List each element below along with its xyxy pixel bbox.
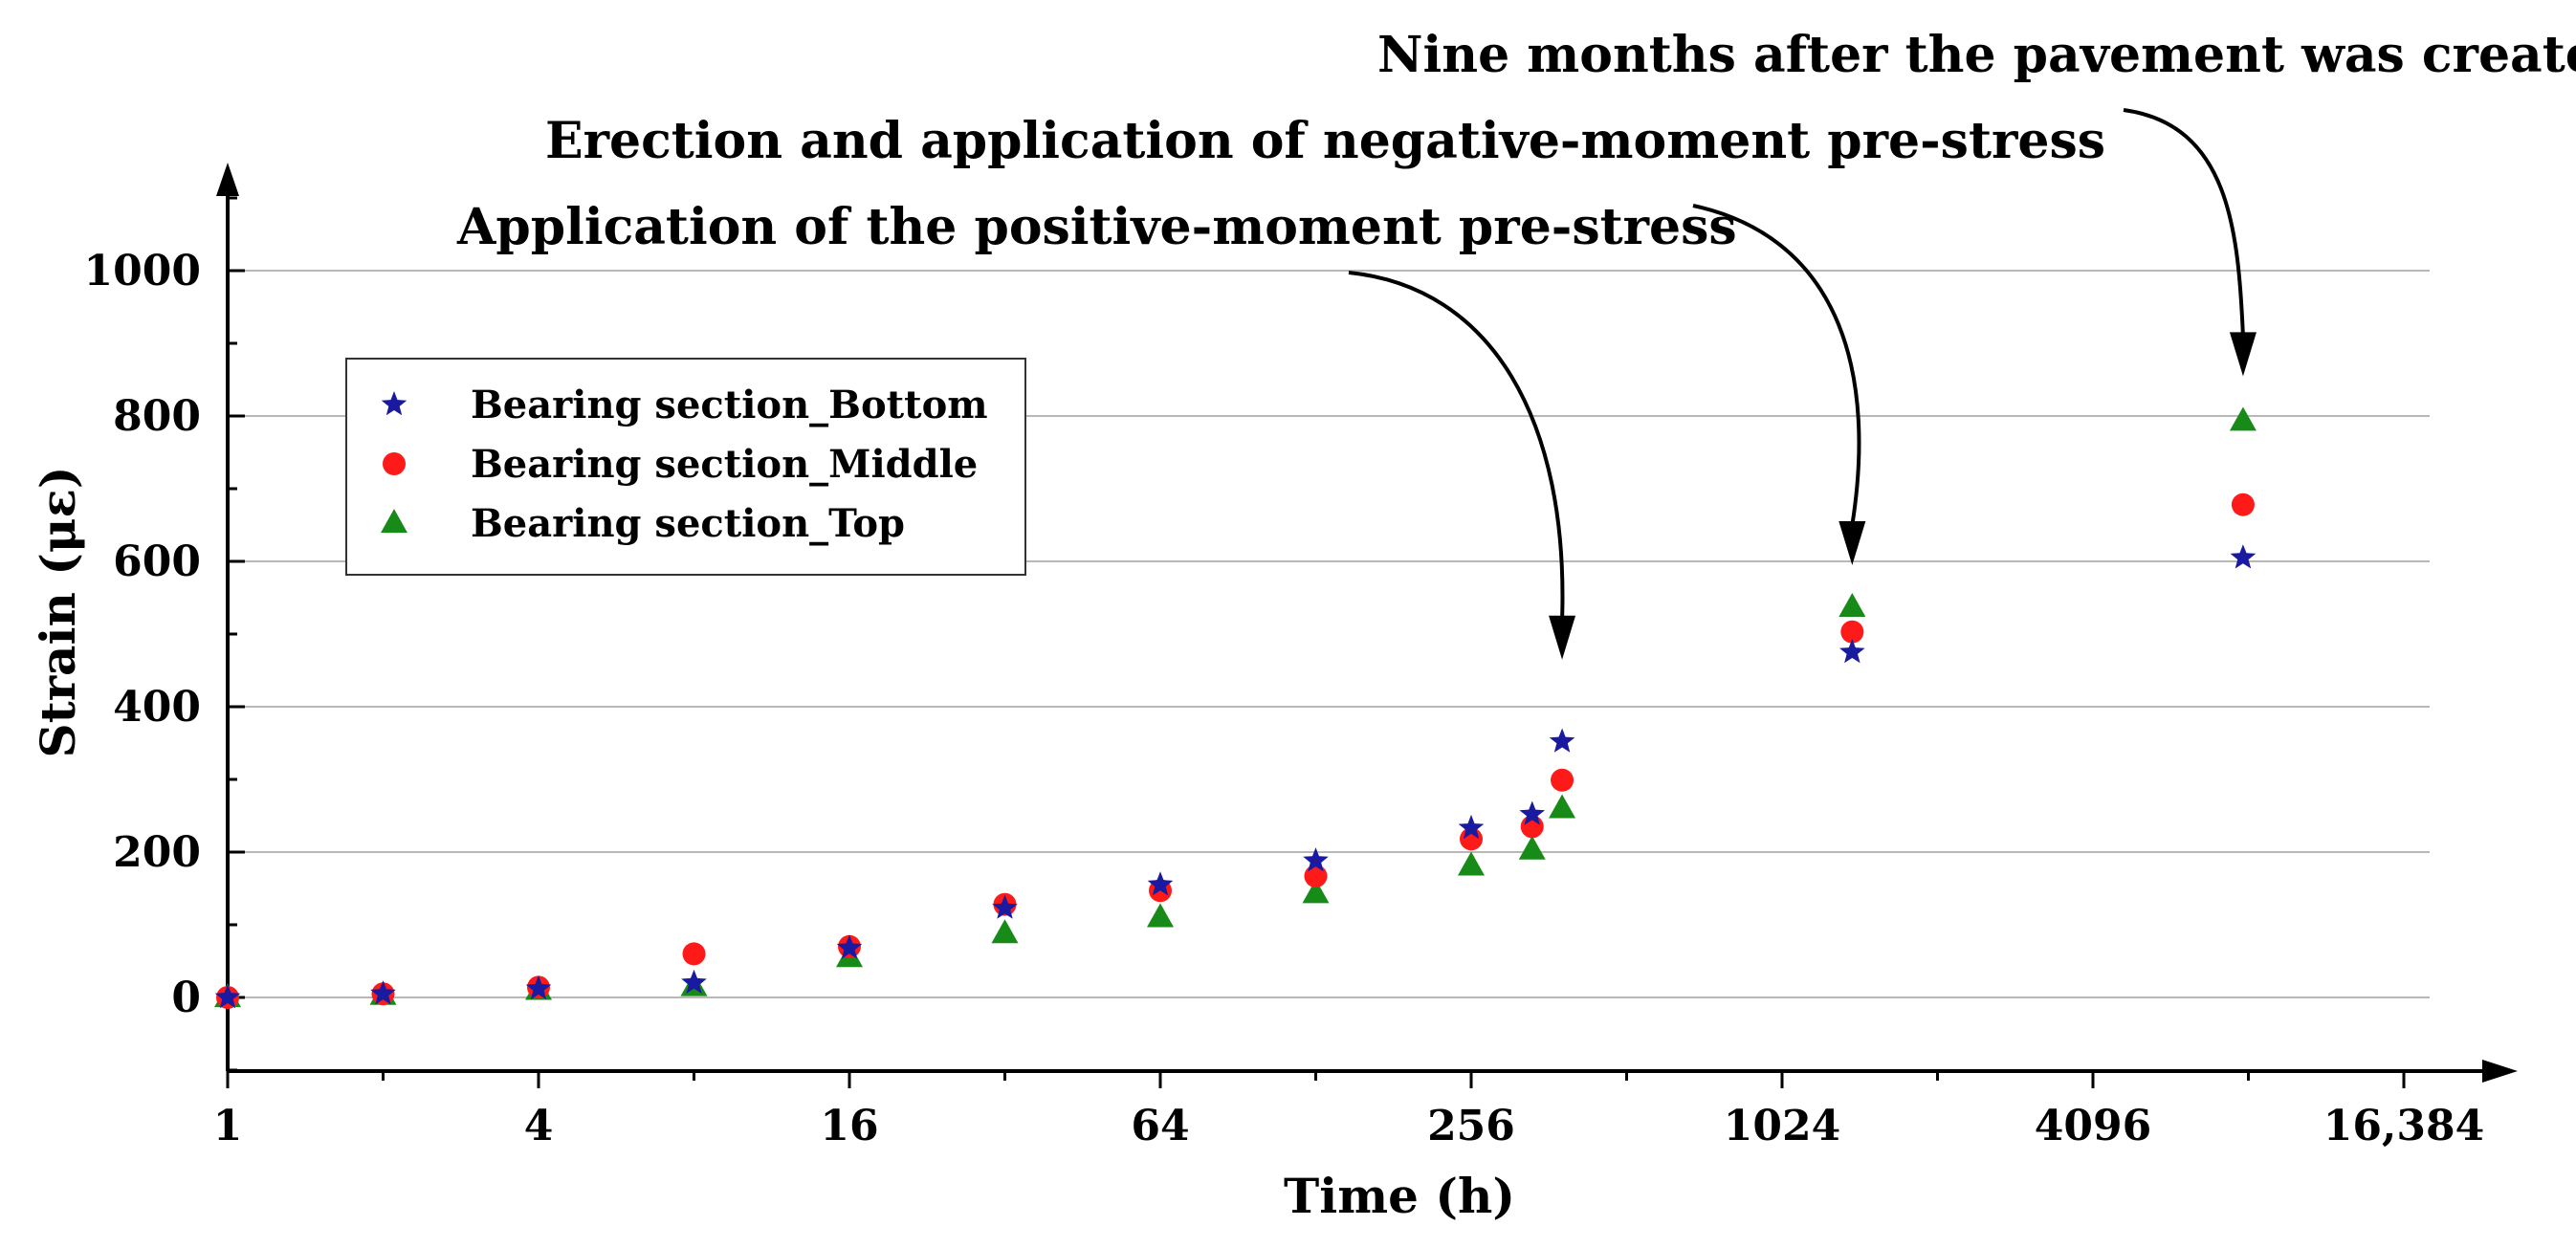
legend-label: Bearing section_Top [471,501,905,546]
data-point [1518,835,1546,860]
data-point [1839,639,1865,664]
data-point [1549,728,1575,753]
data-points [214,406,2257,1009]
data-point [370,980,396,1005]
y-tick-label: 400 [113,683,201,732]
data-point [1304,865,1328,888]
data-point [992,894,1018,919]
annotation-arrowhead [2229,332,2257,377]
annotation-text: Erection and application of negative-mom… [545,112,2105,170]
annotation-text: Nine months after the pavement was creat… [1377,26,2576,84]
annotation-text: Application of the positive-moment pre-s… [456,198,1737,256]
data-point [681,969,707,995]
data-point [2230,544,2257,569]
x-axis-title: Time (h) [1284,1168,1515,1224]
legend: Bearing section_Bottom Bearing section_Mi… [345,358,1026,576]
data-point [214,984,241,1009]
annotation-arrow [2123,108,2245,337]
data-point [836,934,863,959]
y-tick-label: 600 [113,537,201,586]
axes [216,163,2518,1088]
x-axis-arrow [2482,1060,2518,1083]
data-point [1838,593,1866,617]
x-tick-label: 256 [1427,1102,1515,1150]
data-point [1458,814,1485,840]
x-tick-label: 4 [524,1102,554,1150]
x-tick-label: 1 [213,1102,243,1150]
y-tick-label: 0 [171,974,201,1022]
annotation-arrow [1348,271,1565,620]
data-point [1147,903,1174,928]
annotation-arrowhead [1838,521,1866,565]
data-point [1303,847,1329,872]
y-tick-label: 1000 [84,247,201,296]
series-star [214,544,2257,1009]
data-point [1147,871,1174,896]
legend-label: Bearing section_Middle [471,442,978,487]
data-point [2231,493,2255,516]
data-point [1458,851,1485,876]
legend-box [345,358,1026,576]
data-point [682,942,706,966]
series-circle [216,493,2255,1009]
x-tick-label: 16 [820,1102,878,1150]
annotation-arrowhead [1549,615,1576,660]
legend-marker [381,509,407,534]
x-tick-label: 4096 [2035,1102,2151,1150]
data-point [1549,794,1576,819]
data-point [2229,406,2257,431]
data-point [1302,879,1330,904]
y-tick-label: 200 [113,828,201,877]
legend-marker [381,391,407,416]
data-point [991,919,1019,944]
data-point [1840,620,1864,644]
annotation-arrow [1692,204,1861,526]
data-point [1551,768,1574,792]
y-tick-label: 800 [113,392,201,441]
legend-marker [383,452,406,475]
annotations: Application of the positive-moment pre-s… [456,26,2576,660]
data-point [525,974,552,1000]
y-axis-title: Strain (με) [30,466,86,757]
x-tick-label: 64 [1131,1102,1189,1150]
x-tick-label: 1024 [1724,1102,1840,1150]
x-tick-label: 16,384 [2323,1102,2484,1150]
data-point [1519,800,1546,825]
legend-label: Bearing section_Bottom [471,383,988,427]
tick-labels: 0 200 400 600 800 1000 1 4 16 64 256 1024 4096 16,384 [84,247,2485,1150]
y-axis-arrow [216,163,239,196]
